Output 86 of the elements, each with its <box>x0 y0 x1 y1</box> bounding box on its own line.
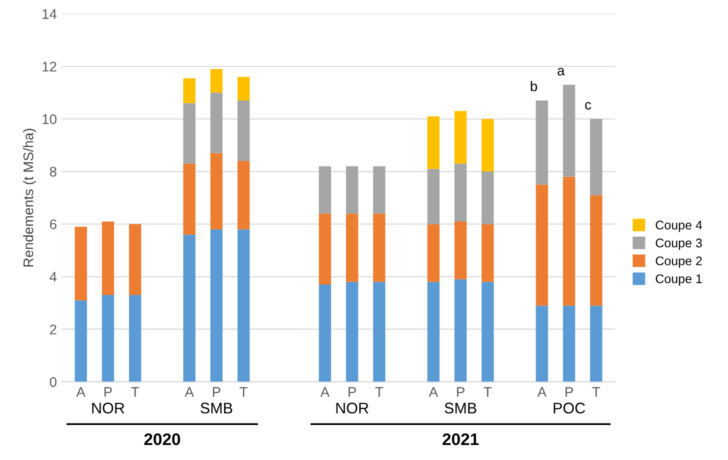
bar <box>590 195 602 306</box>
bar <box>74 300 87 382</box>
bar <box>210 92 223 154</box>
text: 2020 <box>144 433 180 446</box>
bar <box>482 172 494 224</box>
y-tick-label: 10 <box>42 114 56 124</box>
text: NOR <box>336 402 368 414</box>
legend-label: Coupe 1 <box>656 274 702 286</box>
bar <box>237 76 250 101</box>
bar <box>74 226 87 300</box>
x-tick-label: A <box>537 387 547 397</box>
bar <box>346 166 358 214</box>
bar <box>427 168 440 224</box>
bar <box>346 214 358 282</box>
bar <box>318 284 332 382</box>
bar <box>210 229 223 382</box>
text: SMB <box>200 402 232 414</box>
y-tick-label: 0 <box>50 377 56 387</box>
legend-label: Coupe 2 <box>656 256 702 268</box>
bar <box>562 176 576 306</box>
annotation: a <box>558 68 565 76</box>
legend-label: Coupe 3 <box>656 238 702 250</box>
bar <box>482 224 494 282</box>
x-tick-label: P <box>566 387 573 397</box>
y-tick-label: 12 <box>42 62 56 72</box>
bar <box>427 224 440 282</box>
bar <box>427 116 440 169</box>
bar <box>427 282 440 382</box>
x-tick-label: T <box>484 387 492 397</box>
bar <box>318 214 332 285</box>
bar <box>318 166 332 214</box>
y-axis-title: Rendements (t MS/ha) <box>23 128 36 267</box>
bar <box>454 279 467 382</box>
x-tick-label: A <box>428 387 438 397</box>
bar <box>454 221 467 280</box>
annotation: c <box>585 102 592 110</box>
bar <box>536 306 548 382</box>
annotation: b <box>530 81 538 92</box>
bar <box>482 118 494 172</box>
bar <box>183 103 196 164</box>
x-tick-label: T <box>375 387 384 397</box>
legend-label: Coupe 4 <box>656 220 702 232</box>
bar <box>454 111 467 164</box>
bar <box>210 153 223 230</box>
bar <box>454 164 467 222</box>
bar <box>129 224 142 296</box>
x-tick-label: P <box>348 387 356 397</box>
bar <box>237 100 250 161</box>
y-tick-label: 6 <box>50 219 56 230</box>
text: NOR <box>92 402 124 414</box>
bar <box>373 282 386 382</box>
bar <box>210 69 223 93</box>
x-tick-label: P <box>104 387 112 397</box>
y-tick-label: 8 <box>50 166 56 177</box>
bar <box>183 234 196 382</box>
x-tick-label: T <box>131 387 140 397</box>
x-tick-label: A <box>320 387 330 397</box>
bar <box>102 295 114 382</box>
x-tick-label: A <box>76 387 86 397</box>
bar <box>373 166 386 214</box>
bar <box>237 161 250 230</box>
bar <box>373 214 386 282</box>
bar <box>237 229 250 382</box>
text: 2021 <box>442 433 479 446</box>
bar <box>536 184 548 306</box>
text: POC <box>554 402 586 414</box>
bar <box>102 221 114 296</box>
text: SMB <box>444 402 476 414</box>
y-tick-label: 14 <box>42 9 57 19</box>
bar <box>590 306 602 382</box>
bar <box>346 282 358 382</box>
y-tick-label: 2 <box>50 324 56 334</box>
bar <box>562 84 576 177</box>
bar <box>562 306 576 382</box>
y-tick-label: 4 <box>50 272 57 282</box>
bar <box>590 118 602 196</box>
x-tick-label: T <box>592 387 600 397</box>
x-tick-label: T <box>240 387 248 397</box>
bar <box>482 282 494 382</box>
x-tick-label: A <box>184 387 194 397</box>
x-tick-label: P <box>457 387 464 397</box>
bar <box>536 100 548 185</box>
bar <box>129 295 142 382</box>
x-tick-label: P <box>212 387 220 397</box>
bar <box>183 78 196 104</box>
bar <box>183 164 196 235</box>
